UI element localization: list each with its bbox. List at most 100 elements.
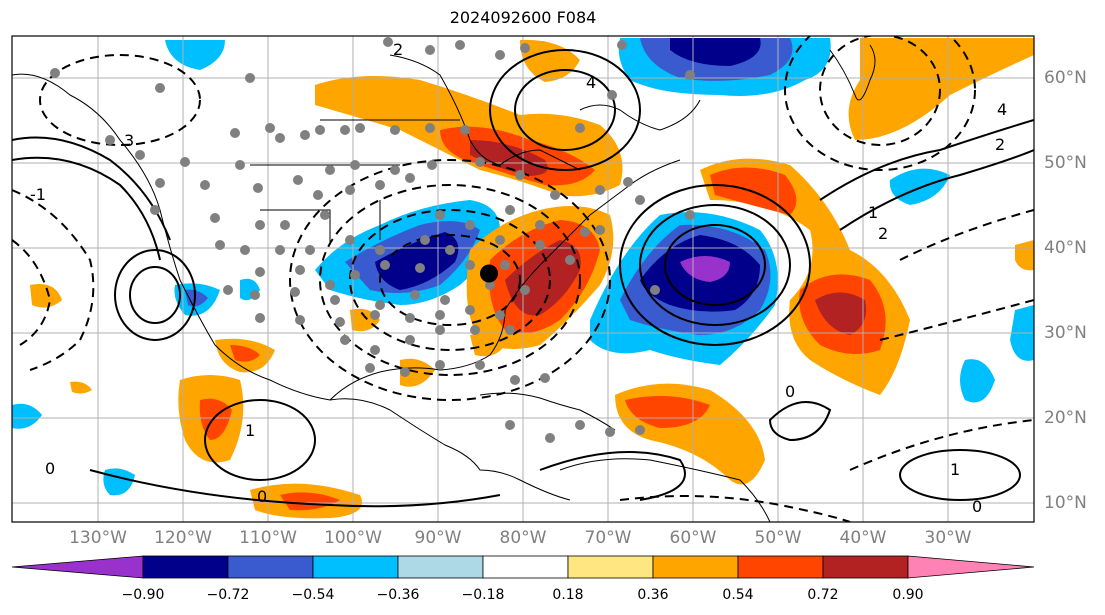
lon-label: 80°W <box>499 528 547 548</box>
station-dot <box>617 40 627 50</box>
svg-text:2: 2 <box>878 224 888 243</box>
map-title: 2024092600 F084 <box>449 8 597 27</box>
station-dot <box>370 345 380 355</box>
station-dot <box>345 185 355 195</box>
station-dot <box>340 335 350 345</box>
station-dot <box>565 255 575 265</box>
station-dot <box>340 125 350 135</box>
station-dot <box>135 150 145 160</box>
negative-contours <box>12 36 1034 522</box>
svg-text:3: 3 <box>124 131 134 150</box>
lat-label: 30°N <box>1044 323 1087 343</box>
station-dot <box>325 280 335 290</box>
station-dot <box>535 240 545 250</box>
station-dot <box>383 37 393 47</box>
svg-text:4: 4 <box>586 73 596 92</box>
station-dot <box>440 295 450 305</box>
station-dot <box>495 310 505 320</box>
station-dot <box>435 360 445 370</box>
colorbar-tick: 0.18 <box>552 587 584 603</box>
lon-label: 110°W <box>239 528 297 548</box>
station-dot <box>635 425 645 435</box>
station-dot <box>295 265 305 275</box>
station-dot <box>580 227 590 237</box>
station-dot <box>550 190 560 200</box>
station-dot <box>295 315 305 325</box>
station-dot <box>485 280 495 290</box>
station-dot <box>255 313 265 323</box>
svg-text:0: 0 <box>785 382 795 401</box>
station-dot <box>510 375 520 385</box>
colorbar-tick: 0.72 <box>807 587 839 603</box>
colorbar-tick: 0.36 <box>637 587 669 603</box>
lat-label: 40°N <box>1044 238 1087 258</box>
svg-text:2: 2 <box>393 40 403 59</box>
station-dot <box>605 427 615 437</box>
station-dot <box>505 420 515 430</box>
station-dot <box>505 325 515 335</box>
station-dot <box>105 135 115 145</box>
station-dot <box>245 73 255 83</box>
station-dot <box>345 235 355 245</box>
station-dot <box>390 165 400 175</box>
station-dot <box>505 205 515 215</box>
lon-label: 50°W <box>754 528 802 548</box>
station-dot <box>200 180 210 190</box>
station-dot <box>520 43 530 53</box>
lon-label: 70°W <box>584 528 632 548</box>
station-dot <box>230 128 240 138</box>
station-dot <box>313 190 323 200</box>
station-dot <box>435 310 445 320</box>
station-dot <box>425 123 435 133</box>
lon-label: 30°W <box>924 528 972 548</box>
station-dot <box>685 70 695 80</box>
svg-text:1: 1 <box>868 203 878 222</box>
station-dot <box>265 123 275 133</box>
lon-label: 130°W <box>69 528 127 548</box>
station-dot <box>400 367 410 377</box>
station-dot <box>235 160 245 170</box>
svg-text:0: 0 <box>972 497 982 516</box>
colorbar-tick: −0.18 <box>461 587 505 603</box>
station-dot <box>290 287 300 297</box>
station-dot <box>390 125 400 135</box>
station-dot <box>150 205 160 215</box>
station-dot <box>425 45 435 55</box>
station-dot <box>320 210 330 220</box>
map-frame <box>11 35 1035 523</box>
station-dot <box>325 165 335 175</box>
station-dot <box>575 420 585 430</box>
lat-label: 50°N <box>1044 153 1087 173</box>
contour-labels: 0 2 3 4 -1 1 0 2 1 4 0 1 0 2 <box>30 40 1007 516</box>
colorbar-tick: −0.72 <box>206 587 250 603</box>
station-dot <box>475 360 485 370</box>
station-dot <box>330 295 340 305</box>
colorbar-tick: 0.54 <box>722 587 754 603</box>
station-dot <box>405 335 415 345</box>
station-dot <box>375 245 385 255</box>
station-dot <box>500 260 510 270</box>
station-dot <box>535 220 545 230</box>
station-dot <box>355 123 365 133</box>
station-dot <box>275 133 285 143</box>
station-dot <box>410 290 420 300</box>
station-dot <box>255 267 265 277</box>
station-dot <box>470 325 480 335</box>
station-dot <box>335 317 345 327</box>
station-dot <box>275 245 285 255</box>
storm-center-marker <box>480 264 498 283</box>
station-dot <box>293 175 303 185</box>
station-dot <box>495 50 505 60</box>
station-dot <box>405 313 415 323</box>
colorbar-tick: −0.90 <box>121 587 165 603</box>
station-dot <box>375 300 385 310</box>
station-dot <box>445 245 455 255</box>
svg-text:0: 0 <box>257 487 267 506</box>
station-dot <box>375 180 385 190</box>
svg-text:-1: -1 <box>30 185 46 204</box>
station-dot <box>495 235 505 245</box>
station-dot <box>315 125 325 135</box>
station-dot <box>595 225 605 235</box>
station-dot <box>415 263 425 273</box>
